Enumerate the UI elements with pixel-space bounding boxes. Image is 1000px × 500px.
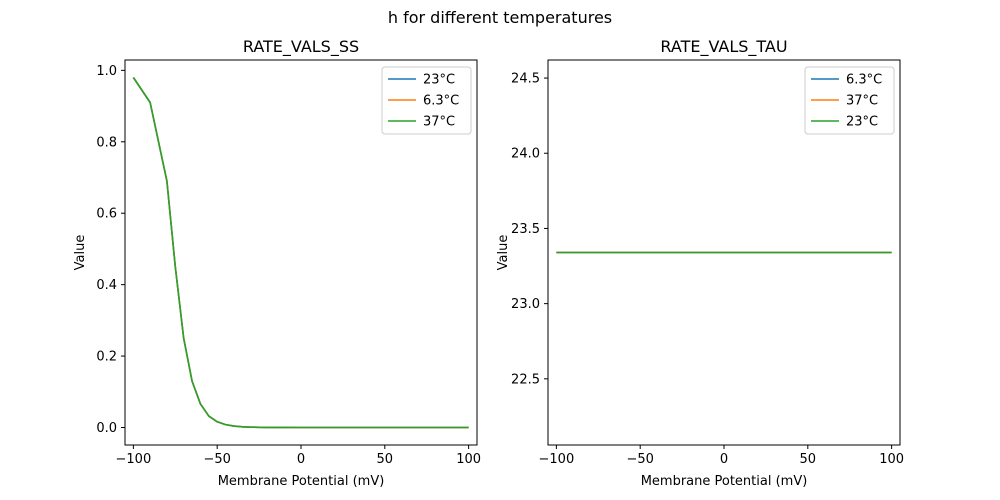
axes-title: RATE_VALS_TAU [660, 37, 787, 57]
y-tick-label: 23.5 [511, 222, 540, 237]
y-tick-label: 24.5 [511, 72, 540, 87]
series-line-2 [132, 77, 469, 429]
legend: 23°C 6.3°C 37°C [381, 66, 472, 135]
y-tick-label: 0.8 [96, 135, 117, 150]
legend: 6.3°C 37°C 23°C [804, 66, 895, 135]
y-tick-label: 0.4 [96, 278, 117, 293]
y-tick-label: 0.2 [96, 350, 117, 365]
y-tick-label: 24.0 [511, 147, 540, 162]
y-axis-label: Value [73, 235, 88, 271]
figure-suptitle: h for different temperatures [388, 8, 612, 27]
x-tick-label: 50 [377, 452, 394, 467]
y-tick-label: 1.0 [96, 64, 117, 79]
x-tick-label: 50 [800, 452, 817, 467]
x-axis-label: Membrane Potential (mV) [218, 474, 385, 489]
x-tick-label: −50 [626, 452, 653, 467]
x-tick-label: 100 [456, 452, 481, 467]
axes-title: RATE_VALS_SS [243, 37, 359, 57]
y-tick-label: 0.6 [96, 207, 117, 222]
subplot-rate-vals-tau: −100 −50 0 50 100 22.5 23.0 23.5 24.0 24.5 RATE_VA… [496, 37, 904, 489]
legend-label-0: 23°C [423, 73, 455, 88]
x-tick-label: −50 [203, 452, 230, 467]
legend-label-0: 6.3°C [846, 73, 882, 88]
subplot-rate-vals-ss: −100 −50 0 50 100 0.0 0.2 0.4 0.6 0.8 1.0 RATE_VALS… [73, 37, 481, 489]
legend-label-1: 6.3°C [423, 94, 459, 109]
x-tick-label: 0 [720, 452, 728, 467]
x-tick-label: 0 [297, 452, 305, 467]
x-tick-label: 100 [879, 452, 904, 467]
x-axis-label: Membrane Potential (mV) [641, 474, 808, 489]
legend-label-2: 37°C [423, 115, 455, 130]
legend-label-1: 37°C [846, 94, 878, 109]
y-tick-label: 22.5 [511, 372, 540, 387]
legend-box [381, 66, 472, 135]
legend-box [804, 66, 895, 135]
x-tick-label: −100 [116, 452, 152, 467]
x-tick-label: −100 [539, 452, 575, 467]
y-axis-label: Value [496, 235, 511, 271]
y-tick-label: 23.0 [511, 297, 540, 312]
y-tick-label: 0.0 [96, 421, 117, 436]
legend-label-2: 23°C [846, 115, 878, 130]
